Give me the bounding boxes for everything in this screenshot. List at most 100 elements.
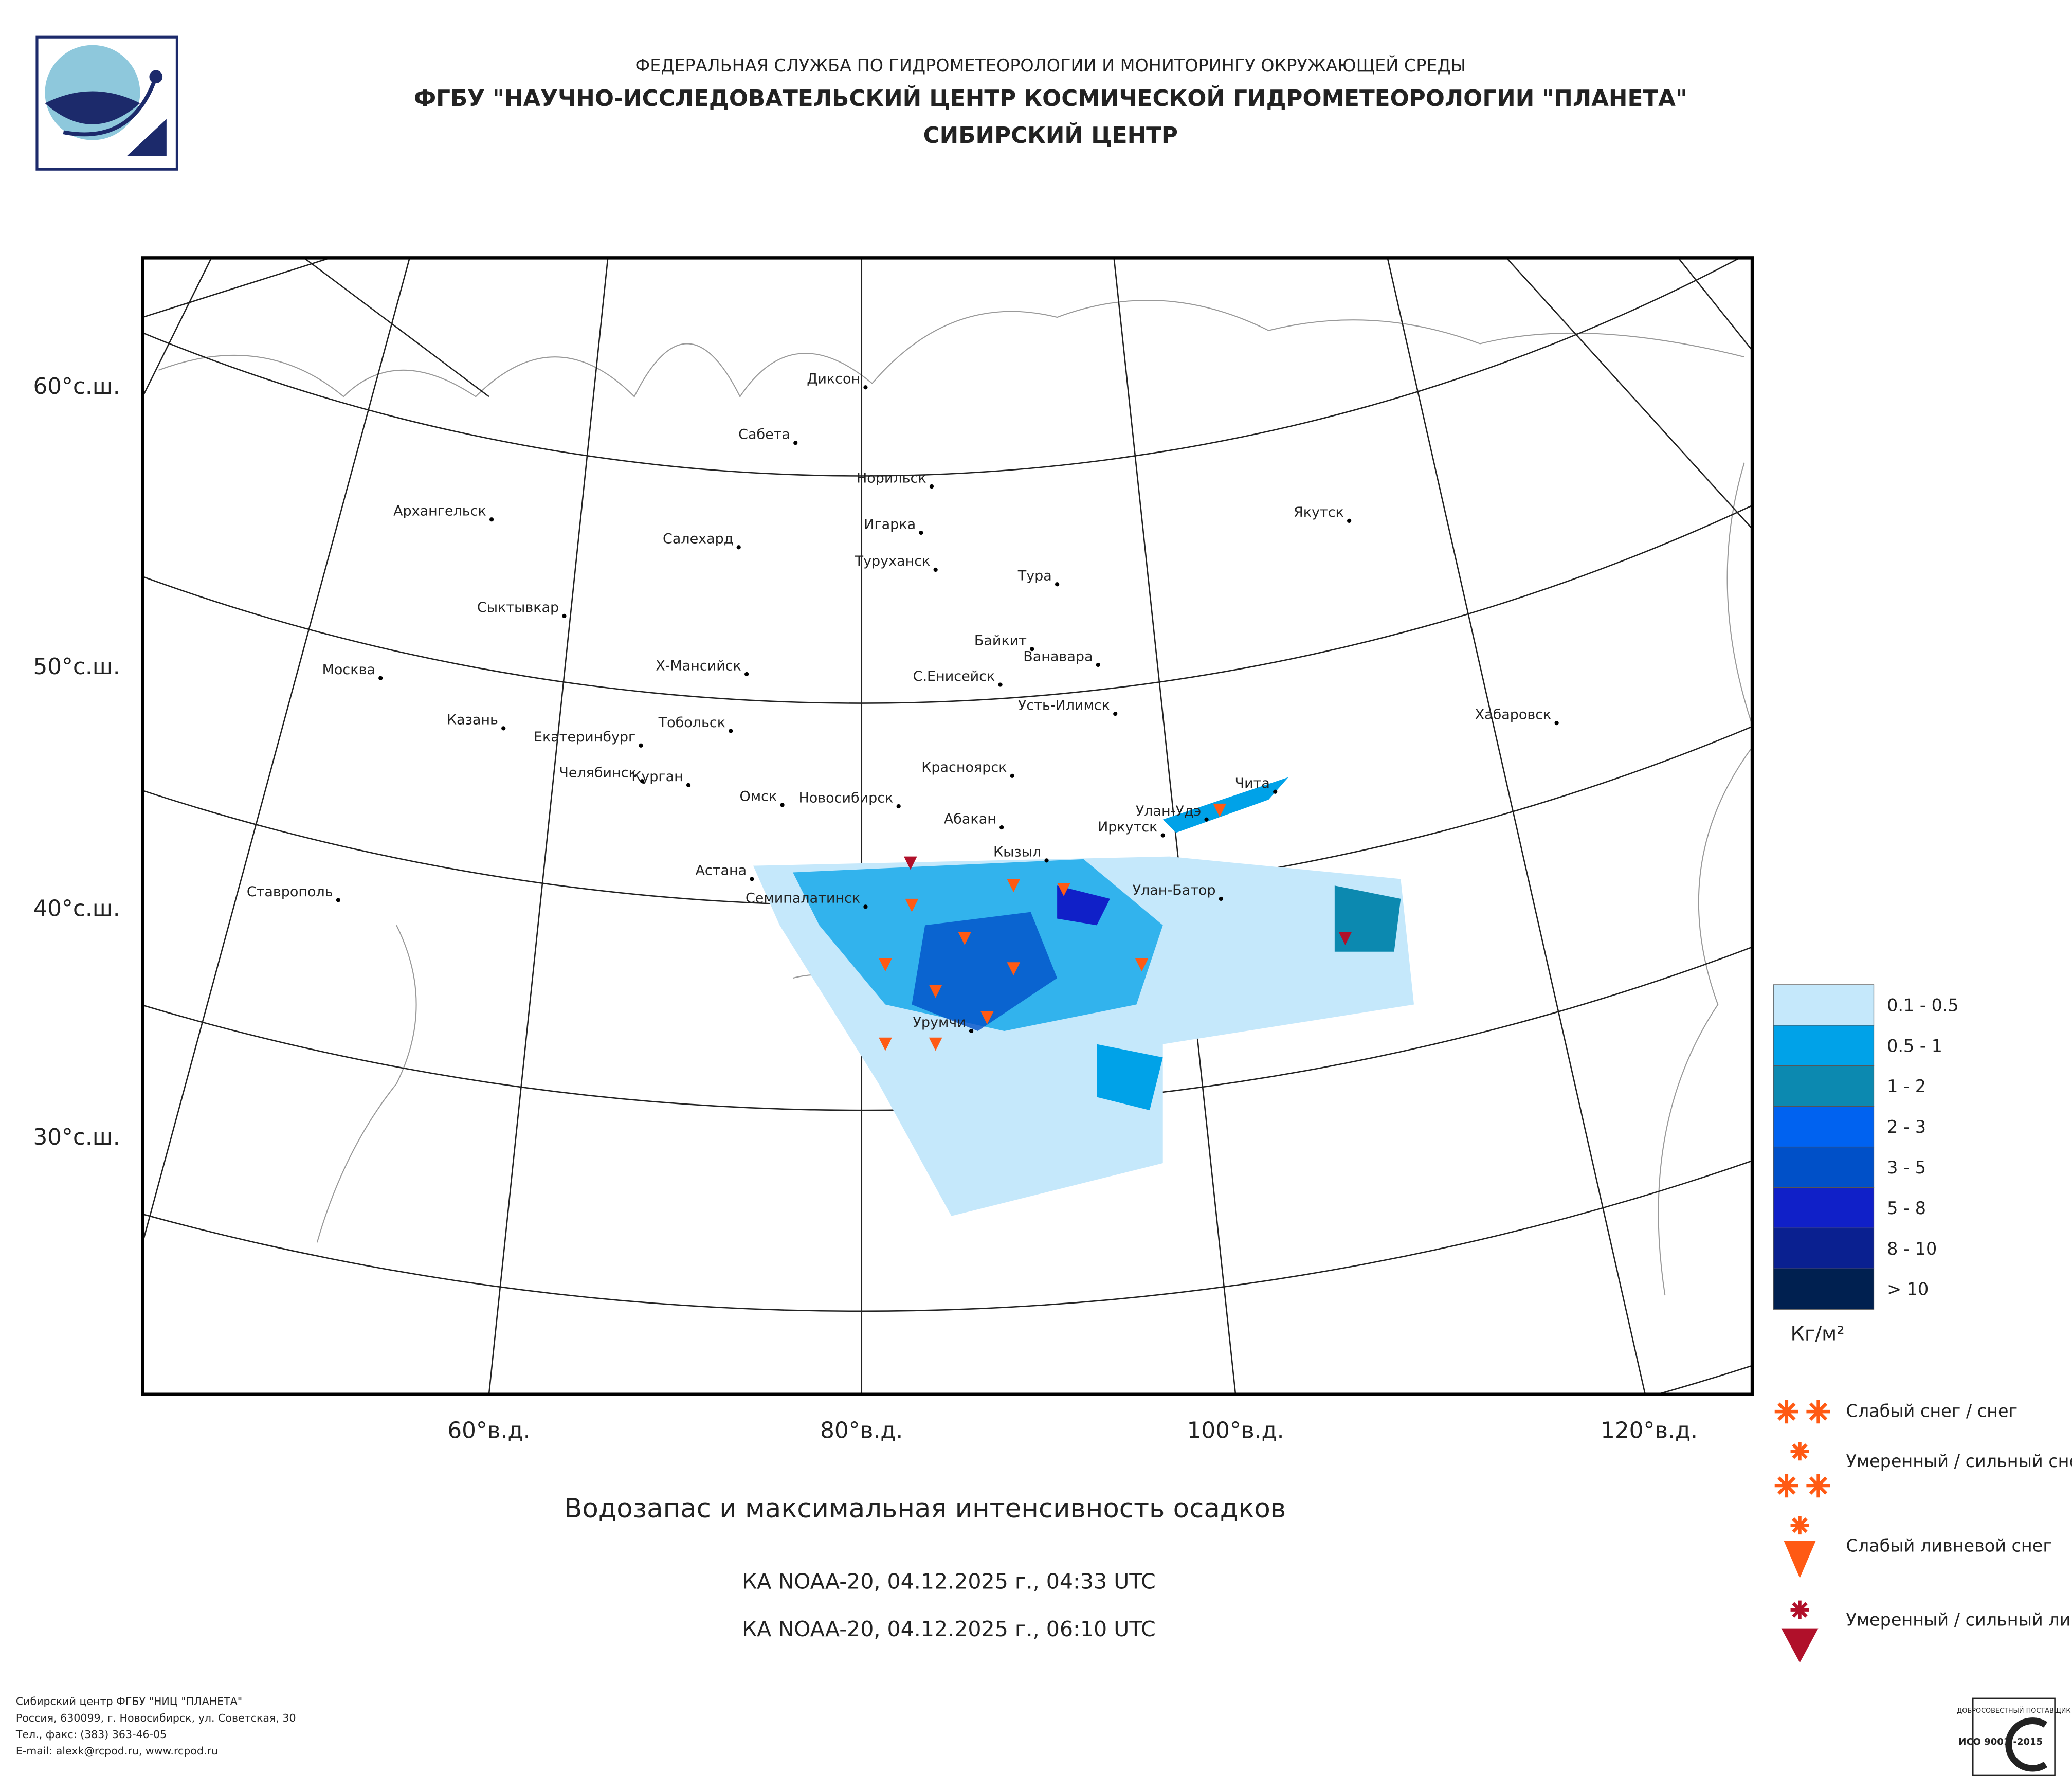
city-label: Архангельск bbox=[393, 503, 486, 519]
city-dot bbox=[863, 904, 868, 909]
city-dot bbox=[1554, 720, 1559, 726]
logo bbox=[35, 35, 178, 171]
city-label: Урумчи bbox=[913, 1015, 966, 1030]
legend-label: 3 - 5 bbox=[1887, 1157, 1926, 1178]
city-label: Хабаровск bbox=[1475, 707, 1552, 722]
meridian bbox=[142, 258, 410, 1243]
meridian bbox=[1678, 258, 1753, 351]
pass: КА NOAA-20, 04.12.2025 г., 06:10 UTC bbox=[742, 1617, 1156, 1641]
city-dot bbox=[998, 682, 1003, 687]
city-label: Чита bbox=[1235, 775, 1270, 791]
footer-line: Россия, 630099, г. Новосибирск, ул. Сове… bbox=[16, 1712, 296, 1724]
legend-swatch bbox=[1773, 1146, 1875, 1188]
lon-label: 120°в.д. bbox=[1601, 1418, 1698, 1444]
city-label: Улан-Удэ bbox=[1136, 803, 1201, 819]
meridian bbox=[303, 258, 489, 397]
city-label: Ванавара bbox=[1023, 648, 1093, 664]
lat-label: 40°с.ш. bbox=[33, 895, 120, 921]
footer: Сибирский центр ФГБУ "НИЦ "ПЛАНЕТА" Росси… bbox=[15, 1695, 296, 1757]
city-label: Кызыл bbox=[993, 844, 1041, 860]
legend-label: 8 - 10 bbox=[1887, 1239, 1937, 1259]
city-label: Х-Мансийск bbox=[656, 658, 741, 674]
badge-iso: ИСО 9001 -2015 bbox=[1958, 1736, 2043, 1747]
city-dot bbox=[933, 567, 938, 572]
title: Водозапас и максимальная интенсивность о… bbox=[564, 1493, 1286, 1524]
footer-line: Тел., факс: (383) 363-46-05 bbox=[15, 1728, 167, 1741]
city-label: Диксон bbox=[807, 371, 860, 387]
city-dot bbox=[744, 672, 749, 677]
coastline bbox=[158, 299, 1753, 1296]
legend-swatch bbox=[1773, 1227, 1875, 1269]
city-dot bbox=[736, 545, 741, 550]
lat-label: 50°с.ш. bbox=[33, 654, 120, 680]
city-label: Норильск bbox=[857, 470, 926, 486]
city-dot bbox=[929, 484, 934, 489]
city-label: Семипалатинск bbox=[746, 891, 860, 907]
meridian bbox=[142, 258, 331, 318]
city-label: Тобольск bbox=[658, 715, 725, 731]
city-label: Сабета bbox=[738, 427, 790, 443]
city-dot bbox=[1219, 896, 1223, 901]
city-dot bbox=[863, 385, 868, 390]
city-dot bbox=[640, 779, 645, 784]
symbol-label: Слабый снег / снег bbox=[1846, 1401, 2018, 1421]
city-dot bbox=[1044, 858, 1049, 863]
meridian bbox=[1387, 258, 1646, 1395]
agency: ФЕДЕРАЛЬНАЯ СЛУЖБА ПО ГИДРОМЕТЕОРОЛОГИИ … bbox=[635, 55, 1466, 76]
city-label: Салехард bbox=[663, 531, 733, 547]
legend-label: > 10 bbox=[1887, 1279, 1929, 1299]
center: СИБИРСКИЙ ЦЕНТР bbox=[923, 121, 1178, 149]
legend-swatch bbox=[1773, 1065, 1875, 1107]
symbol-label: Слабый ливневой снег bbox=[1846, 1536, 2052, 1556]
city-label: Москва bbox=[322, 662, 375, 678]
precipitation bbox=[753, 777, 1414, 1216]
city-dot bbox=[639, 743, 643, 748]
lon-label: 80°в.д. bbox=[820, 1418, 903, 1444]
city-dot bbox=[729, 729, 733, 733]
footer-line: Сибирский центр ФГБУ "НИЦ "ПЛАНЕТА" bbox=[16, 1695, 242, 1708]
city-label: Абакан bbox=[944, 811, 996, 827]
city-dot bbox=[780, 803, 785, 807]
city-label: Игарка bbox=[864, 516, 916, 532]
meridian bbox=[142, 258, 212, 397]
city-label: С.Енисейск bbox=[913, 668, 995, 684]
city-label: Екатеринбург bbox=[534, 729, 635, 745]
city-label: Курган bbox=[631, 769, 683, 785]
cities: Диксон Сабета Норильск Игарка Салехард Туруха… bbox=[247, 371, 1559, 1034]
city-dot bbox=[1010, 773, 1014, 779]
legend-swatch bbox=[1773, 984, 1875, 1026]
pass: КА NOAA-20, 04.12.2025 г., 04:33 UTC bbox=[742, 1569, 1156, 1594]
legend-label: 0.1 - 0.5 bbox=[1887, 995, 1959, 1015]
map: Диксон Сабета Норильск Игарка Салехард Туруха… bbox=[142, 258, 1753, 1395]
city-dot bbox=[896, 804, 901, 809]
city-dot bbox=[336, 898, 341, 902]
lat-label: 60°с.ш. bbox=[33, 373, 120, 400]
city-label: Челябинск bbox=[559, 765, 637, 781]
city-label: Красноярск bbox=[921, 759, 1007, 775]
city-dot bbox=[1096, 662, 1100, 667]
city-label: Иркутск bbox=[1098, 819, 1157, 835]
city-label: Якутск bbox=[1294, 504, 1344, 520]
institute: ФГБУ "НАУЧНО-ИССЛЕДОВАТЕЛЬСКИЙ ЦЕНТР КОС… bbox=[414, 84, 1687, 112]
legend-label: 5 - 8 bbox=[1887, 1198, 1926, 1218]
city-dot bbox=[1030, 647, 1034, 652]
city-label: Казань bbox=[447, 712, 498, 728]
city-dot bbox=[1347, 518, 1352, 523]
city-dot bbox=[562, 613, 567, 619]
city-dot bbox=[1273, 789, 1278, 794]
legend-unit: Кг/м² bbox=[1791, 1322, 1845, 1345]
city-dot bbox=[1204, 817, 1209, 822]
city-label: Омск bbox=[740, 789, 777, 805]
badge-top: ДОБРОСОВЕСТНЫЙ ПОСТАВЩИК bbox=[1957, 1707, 2070, 1715]
lon-label: 60°в.д. bbox=[447, 1418, 530, 1444]
meridian bbox=[1506, 258, 1753, 530]
symbol-label: Умеренный / сильный снег bbox=[1846, 1451, 2072, 1471]
city-label: Улан-Батор bbox=[1133, 882, 1216, 898]
city-label: Усть-Илимск bbox=[1018, 697, 1110, 713]
city-dot bbox=[686, 783, 691, 788]
city-label: Ставрополь bbox=[247, 884, 333, 900]
city-label: Астана bbox=[695, 863, 747, 879]
iso-badge: ДОБРОСОВЕСТНЫЙ ПОСТАВЩИК ИСО 9001 -2015 bbox=[1957, 1697, 2071, 1776]
